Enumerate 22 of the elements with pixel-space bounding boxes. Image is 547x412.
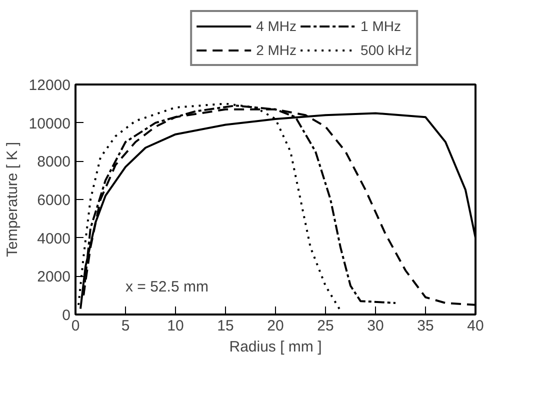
x-tick-label: 40	[467, 318, 484, 334]
y-tick-label: 12000	[28, 77, 71, 94]
annotation: x = 52.5 mm	[126, 278, 208, 296]
legend-label: 1 MHz	[360, 18, 401, 34]
x-tick-label: 10	[167, 318, 184, 334]
y-tick-label: 8000	[37, 154, 71, 171]
x-tick-label: 30	[367, 318, 384, 334]
y-tick-label: 10000	[28, 115, 71, 132]
y-tick-label: 6000	[37, 192, 71, 209]
x-tick-label: 15	[217, 318, 234, 334]
x-axis-title: Radius [ mm ]	[229, 338, 322, 356]
y-axis-title: Temperature [ K ]	[4, 142, 21, 258]
x-tick-label: 20	[267, 318, 284, 334]
y-tick-label: 4000	[37, 230, 71, 248]
legend-label: 4 MHz	[256, 18, 297, 34]
legend-label: 2 MHz	[256, 42, 297, 58]
x-tick-label: 25	[317, 318, 334, 334]
y-tick-label: 0	[62, 307, 70, 324]
y-tick-label: 2000	[37, 268, 71, 286]
legend-label: 500 kHz	[360, 42, 412, 58]
x-tick-label: 35	[417, 318, 434, 334]
x-tick-label: 5	[121, 318, 130, 334]
